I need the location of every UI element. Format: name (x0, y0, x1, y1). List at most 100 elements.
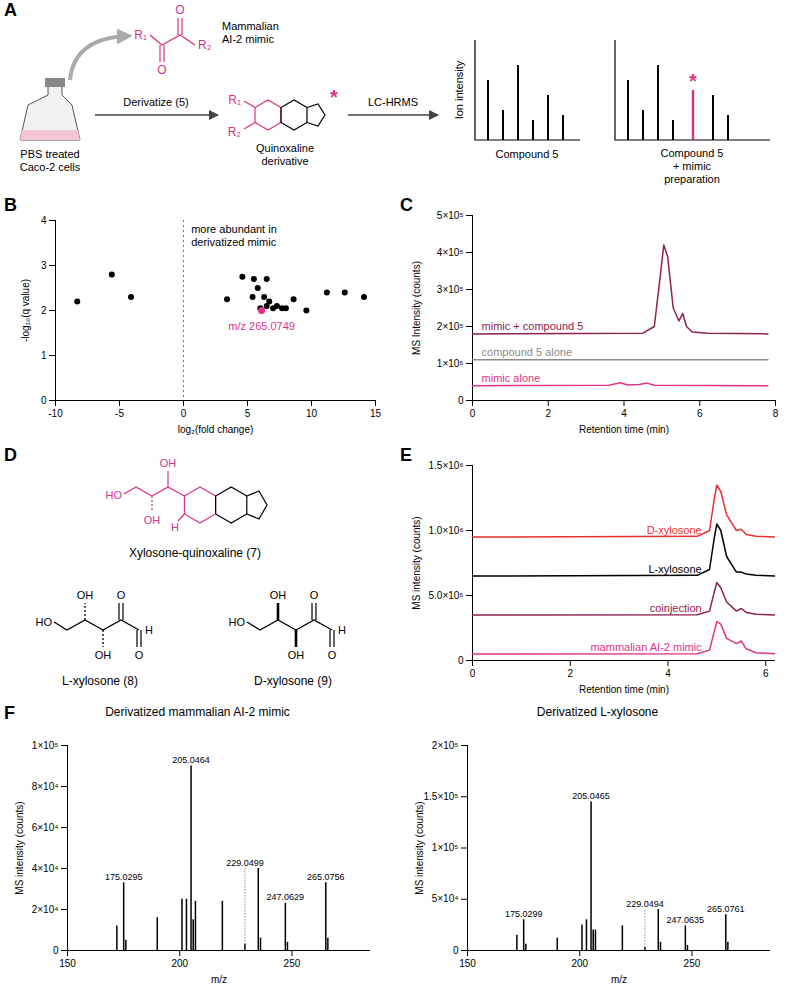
svg-text:more abundant in: more abundant in (191, 223, 277, 235)
svg-text:229.0499: 229.0499 (226, 858, 264, 868)
svg-text:0: 0 (458, 395, 464, 406)
svg-text:log₂(fold change): log₂(fold change) (178, 424, 254, 435)
svg-text:150: 150 (459, 958, 476, 969)
svg-text:m/z 265.0749: m/z 265.0749 (228, 320, 295, 332)
svg-text:2×10⁴: 2×10⁴ (32, 904, 59, 915)
svg-text:OH: OH (270, 589, 287, 601)
svg-text:205.0465: 205.0465 (572, 791, 610, 801)
svg-text:4: 4 (665, 668, 671, 679)
svg-text:3: 3 (41, 260, 47, 271)
svg-text:1.5×10⁶: 1.5×10⁶ (429, 460, 464, 471)
svg-text:Retention time (min): Retention time (min) (579, 684, 669, 695)
svg-text:preparation: preparation (664, 173, 720, 185)
svg-text:Derivatize (5): Derivatize (5) (123, 96, 188, 108)
svg-text:Mammalian: Mammalian (222, 20, 279, 32)
svg-text:HO: HO (229, 616, 246, 628)
svg-text:OH: OH (288, 649, 305, 661)
svg-text:MS Intensity (counts): MS Intensity (counts) (411, 261, 422, 355)
svg-text:2×10⁵: 2×10⁵ (432, 740, 459, 751)
svg-text:5.0×10⁵: 5.0×10⁵ (428, 590, 463, 601)
svg-text:OH: OH (144, 514, 161, 526)
svg-text:m/z: m/z (611, 974, 627, 985)
svg-text:O: O (135, 649, 144, 661)
svg-text:10: 10 (306, 408, 318, 419)
svg-text:mammalian AI-2 mimic: mammalian AI-2 mimic (590, 641, 702, 653)
svg-text:-10: -10 (48, 408, 63, 419)
svg-text:175.0299: 175.0299 (505, 909, 543, 919)
svg-text:265.0756: 265.0756 (307, 872, 345, 882)
svg-text:6: 6 (697, 408, 703, 419)
svg-text:2: 2 (545, 408, 551, 419)
svg-text:OH: OH (95, 649, 112, 661)
svg-text:4: 4 (41, 215, 47, 226)
svg-text:200: 200 (571, 958, 588, 969)
svg-text:8×10⁴: 8×10⁴ (32, 781, 59, 792)
svg-text:4: 4 (621, 408, 627, 419)
svg-text:Compound 5: Compound 5 (496, 148, 559, 160)
svg-text:3×10⁵: 3×10⁵ (437, 284, 464, 295)
svg-text:compound 5 alone: compound 5 alone (482, 346, 573, 358)
svg-text:H: H (145, 624, 153, 636)
svg-text:5: 5 (245, 408, 251, 419)
svg-text:R₁: R₁ (228, 93, 241, 107)
svg-text:MS intensity (counts): MS intensity (counts) (414, 801, 425, 894)
svg-text:H: H (171, 521, 179, 533)
svg-text:15: 15 (370, 408, 382, 419)
svg-text:2: 2 (41, 305, 47, 316)
svg-text:0: 0 (470, 408, 476, 419)
svg-text:5×10⁵: 5×10⁵ (437, 210, 464, 221)
svg-text:150: 150 (59, 958, 76, 969)
svg-text:250: 250 (684, 958, 701, 969)
svg-text:2: 2 (567, 668, 573, 679)
svg-text:HO: HO (36, 616, 53, 628)
svg-text:O: O (328, 649, 337, 661)
svg-text:1×10⁵: 1×10⁵ (437, 358, 464, 369)
svg-text:1×10⁵: 1×10⁵ (432, 842, 459, 853)
svg-text:derivative: derivative (261, 155, 308, 167)
svg-text:OH: OH (77, 589, 94, 601)
svg-text:MS intensity (counts): MS intensity (counts) (14, 801, 25, 894)
svg-text:LC-HRMS: LC-HRMS (368, 96, 418, 108)
svg-text:247.0629: 247.0629 (267, 892, 305, 902)
svg-text:1.5×10⁵: 1.5×10⁵ (423, 791, 458, 802)
svg-text:mimic alone: mimic alone (482, 372, 541, 384)
svg-text:5×10⁴: 5×10⁴ (432, 893, 459, 904)
svg-text:0: 0 (41, 395, 47, 406)
svg-text:H: H (338, 624, 346, 636)
svg-text:Quinoxaline: Quinoxaline (256, 142, 314, 154)
svg-text:R₂: R₂ (228, 125, 242, 139)
svg-text:4×10⁴: 4×10⁴ (32, 863, 59, 874)
svg-text:m/z: m/z (211, 974, 227, 985)
svg-text:Caco-2 cells: Caco-2 cells (20, 161, 81, 173)
svg-text:R₁: R₁ (134, 28, 147, 42)
svg-text:mimic + compound 5: mimic + compound 5 (482, 320, 584, 332)
svg-text:250: 250 (284, 958, 301, 969)
svg-text:265.0761: 265.0761 (707, 904, 745, 914)
svg-text:OH: OH (160, 457, 177, 469)
svg-text:L-xylosone: L-xylosone (649, 563, 702, 575)
svg-text:L-xylosone (8): L-xylosone (8) (62, 674, 138, 688)
svg-text:+ mimic: + mimic (673, 160, 712, 172)
svg-text:-5: -5 (115, 408, 124, 419)
svg-text:6: 6 (763, 668, 769, 679)
svg-text:*: * (330, 86, 338, 108)
svg-text:-log₁₀(q value): -log₁₀(q value) (20, 279, 31, 342)
svg-text:4×10⁵: 4×10⁵ (437, 247, 464, 258)
svg-text:AI-2 mimic: AI-2 mimic (222, 33, 274, 45)
svg-text:0: 0 (181, 408, 187, 419)
svg-text:2×10⁵: 2×10⁵ (437, 321, 464, 332)
svg-text:205.0464: 205.0464 (172, 755, 210, 765)
svg-text:200: 200 (171, 958, 188, 969)
svg-text:coinjection: coinjection (650, 602, 702, 614)
svg-text:8: 8 (773, 408, 779, 419)
svg-text:O: O (310, 589, 319, 601)
svg-text:0: 0 (53, 945, 59, 956)
svg-text:O: O (157, 63, 166, 77)
svg-text:R₂: R₂ (198, 38, 212, 52)
svg-text:HO: HO (106, 489, 123, 501)
svg-text:D-xylosone: D-xylosone (647, 524, 702, 536)
svg-text:O: O (175, 3, 184, 17)
svg-text:1.0×10⁶: 1.0×10⁶ (429, 525, 464, 536)
svg-text:247.0635: 247.0635 (667, 915, 705, 925)
svg-text:175.0295: 175.0295 (105, 872, 143, 882)
